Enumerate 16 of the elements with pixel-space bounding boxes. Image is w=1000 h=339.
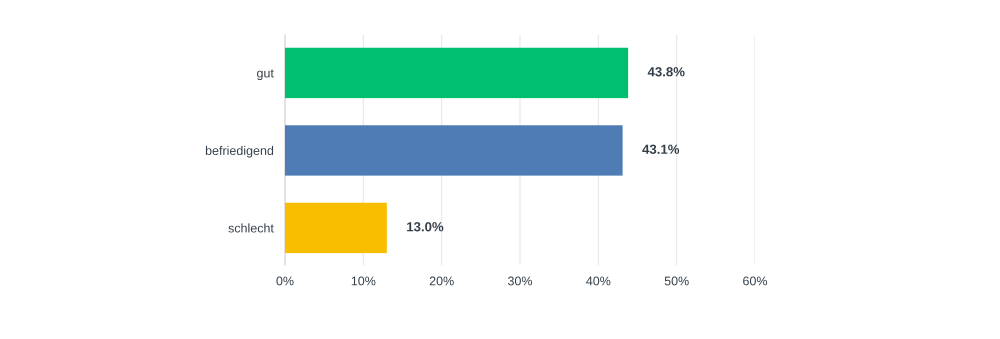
data-label: 13.0% [407, 222, 444, 232]
x-tick-label: 20% [430, 276, 454, 286]
bar [285, 202, 387, 254]
data-label: 43.1% [642, 144, 680, 154]
x-tick-label: 0% [276, 276, 294, 286]
y-tick-label: befriedigend [206, 146, 274, 158]
y-tick-label: gut [257, 69, 274, 80]
bar [285, 125, 623, 176]
x-tick-label: 50% [664, 276, 689, 286]
x-tick-label: 40% [586, 276, 610, 286]
x-tick-label: 60% [743, 276, 768, 286]
data-label: 43.8% [648, 67, 685, 76]
x-tick-label: 30% [508, 276, 532, 286]
x-tick-label: 10% [352, 276, 376, 286]
bar [285, 48, 628, 98]
y-tick-label: schlecht [228, 223, 274, 233]
